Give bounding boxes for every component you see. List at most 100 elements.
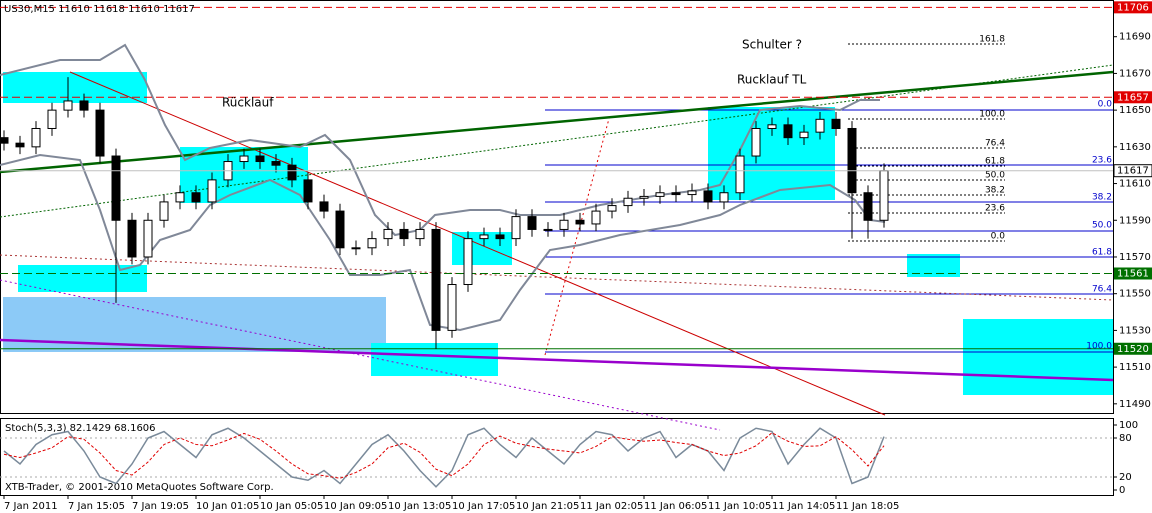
zone [3,297,386,352]
level-label: 11657 [1117,92,1149,103]
fib-label: 50.0 [1092,221,1112,231]
trend-lines [0,43,1114,431]
candle-body [415,228,425,240]
candle-body [399,228,409,240]
candle-body [607,205,617,212]
candle-body [319,201,329,212]
fib-label: 0.0 [991,232,1006,242]
trend-line [0,338,1114,382]
candle-body [79,100,89,111]
candle-body [495,234,505,240]
candle-body [719,192,729,203]
y-tick-label: 11650 [1119,105,1151,116]
fib-label: 61.8 [1092,248,1112,258]
trend-line [0,70,1114,174]
y-tick-label: 11550 [1119,289,1151,300]
candle-body [367,238,377,249]
candle-body [463,238,473,286]
indicator-title: Stoch(5,3,3) 82.1429 68.1606 [5,423,156,434]
y-tick-label: 11690 [1119,32,1151,43]
fib-label: 100.0 [979,110,1005,120]
trend-line [69,71,886,416]
x-tick-label: 10 Jan 09:05 [324,501,387,512]
x-tick-label: 10 Jan 21:05 [516,501,579,512]
candle-body [703,190,713,203]
x-tick-label: 10 Jan 17:05 [452,501,515,512]
current-price-box [1113,164,1152,178]
zone [371,343,498,376]
candle-body [447,284,457,331]
annotation: Schulter ? [742,38,802,52]
candle-body [111,155,121,221]
zone [963,319,1113,395]
candle-body [63,100,73,111]
candle-body [287,164,297,181]
candle-body [783,124,793,139]
level-label-box [1114,1,1152,14]
zone [907,254,960,277]
footer: XTB-Trader, © 2001-2010 MetaQuotes Softw… [5,482,274,493]
candle-body [207,179,217,203]
level-label-box [1114,342,1152,355]
y-tick-label: 11670 [1119,68,1151,79]
candle-body [559,219,569,230]
candle-body [639,195,649,199]
fib-label: 23.6 [985,204,1005,214]
candle-body [543,228,553,231]
x-tick-label: 7 Jan 2011 [4,501,58,512]
x-tick-label: 11 Jan 14:05 [772,501,835,512]
y-tick-label: 11530 [1119,325,1151,336]
fib-label: 0.0 [1098,100,1113,110]
candle-body [351,247,361,250]
x-tick-label: 11 Jan 02:05 [580,501,643,512]
fib-label: 38.2 [985,186,1005,196]
fib-label: 23.6 [1092,156,1112,166]
y-tick-label: 11590 [1119,215,1151,226]
zone [3,72,147,103]
indicator-tick-label: 80 [1119,433,1132,444]
levels: 11706 11657 11561 11520 [0,1,1152,355]
level-label: 11561 [1117,268,1149,279]
fib-label: 76.4 [1092,285,1112,295]
stoch-k [3,427,885,488]
level-label-box [1114,267,1152,280]
candle-body [31,127,41,148]
fib-label: 76.4 [985,139,1005,149]
candle-body [47,109,57,129]
x-tick-label: 11 Jan 06:05 [644,501,707,512]
level-label: 11520 [1117,344,1149,355]
candle-body [847,127,857,194]
stoch-d [3,432,885,479]
annotation: Rucklauf TL [737,73,807,87]
y-tick-label: 11610 [1119,179,1151,190]
candle-body [735,155,745,194]
candle-body [143,219,153,258]
trend-line [0,254,1114,301]
candles [0,77,889,349]
fibo-lines [545,109,1113,353]
chart-title: US30,M15 11610 11618 11610 11617 [4,4,195,15]
x-tick-label: 7 Jan 15:05 [68,501,125,512]
indicator-tick-label: 20 [1119,472,1132,483]
indicator-tick-label: 0 [1119,485,1125,496]
candle-body [431,228,441,331]
x-tick-label: 11 Jan 10:05 [708,501,771,512]
candle-body [127,219,137,258]
candle-body [815,118,825,133]
candle-body [15,142,25,148]
x-tick-label: 10 Jan 05:05 [260,501,323,512]
candle-body [623,197,633,207]
candle-body [575,219,585,225]
fib-label: 100.0 [1086,342,1112,352]
candle-body [655,192,665,197]
candle-body [239,155,249,163]
candle-body [527,216,537,230]
x-tick-label: 10 Jan 13:05 [388,501,451,512]
trend-line [544,114,611,356]
candle-body [0,137,9,144]
candle-body [591,210,601,225]
trend-line [0,64,1114,218]
y-tick-label: 11630 [1119,142,1151,153]
candle-body [799,131,809,139]
